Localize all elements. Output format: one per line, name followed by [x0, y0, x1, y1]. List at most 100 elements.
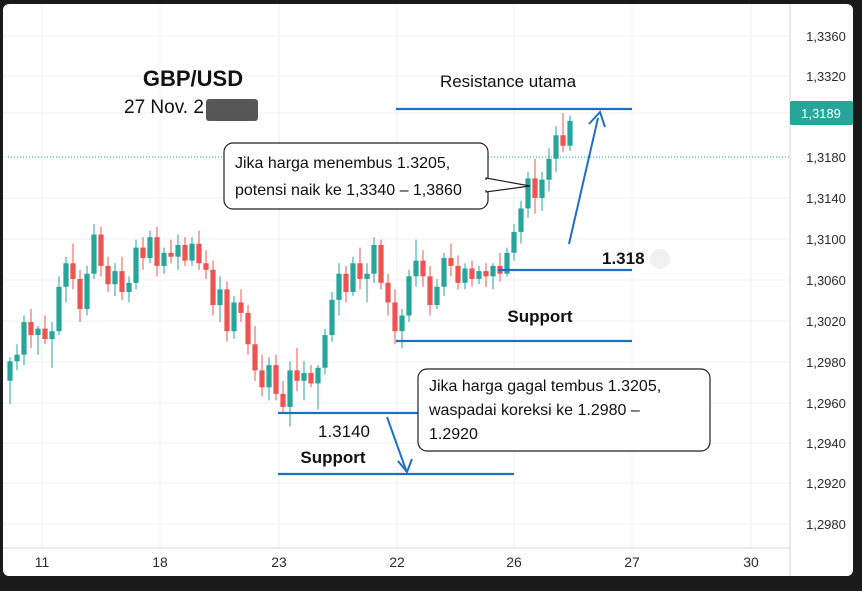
candle-body: [189, 243, 195, 261]
bear-arrow: [386, 416, 407, 471]
candle-body: [280, 393, 286, 407]
candle-body: [483, 271, 489, 277]
candle-body: [385, 282, 391, 303]
candle-body: [21, 322, 27, 355]
candle-body: [133, 247, 139, 283]
bull-arrow: [568, 117, 599, 245]
support-label-1: Support: [507, 307, 572, 326]
candle-body: [91, 234, 97, 274]
bull-annotation-line-1: Jika harga menembus 1.3205,: [235, 155, 450, 172]
candle-body: [567, 120, 573, 146]
candle-body: [105, 265, 111, 285]
candle-body: [266, 365, 272, 388]
candle-body: [56, 286, 62, 332]
candle-body: [63, 263, 69, 287]
candle-body: [84, 273, 90, 309]
x-tick-label: 30: [743, 554, 759, 570]
candle-body: [427, 276, 433, 306]
candle-body: [294, 370, 300, 381]
x-tick-label: 23: [271, 554, 287, 570]
candle-body: [455, 265, 461, 283]
x-tick-label: 18: [152, 554, 168, 570]
candle-body: [224, 289, 230, 332]
date-label: 27 Nov. 2: [124, 97, 204, 118]
level-label-1: 1.318: [602, 249, 645, 268]
y-tick-label: 1,2980: [806, 517, 846, 532]
candle-body: [70, 263, 76, 279]
y-tick-label: 1,3060: [806, 273, 846, 288]
candle-body: [238, 302, 244, 313]
candle-body: [560, 135, 566, 146]
candle-body: [196, 243, 202, 264]
current-price-value: 1,3189: [801, 106, 841, 121]
level-label-2: 1.3140: [318, 422, 370, 441]
candle-body: [336, 273, 342, 300]
support-label-2: Support: [300, 448, 365, 467]
y-tick-label: 1,2980: [806, 355, 846, 370]
candle-body: [7, 361, 13, 381]
candle-body: [252, 344, 258, 371]
bull-arrow-head: [588, 110, 606, 128]
bear-annotation-box: [417, 368, 711, 452]
grid: [3, 4, 790, 548]
candle-body: [448, 258, 454, 266]
y-tick-label: 1,3100: [806, 232, 846, 247]
y-tick-label: 1,2940: [806, 436, 846, 451]
chart-title: GBP/USD: [143, 66, 243, 91]
candle-body: [203, 263, 209, 270]
candle-body: [539, 179, 545, 198]
bull-annotation-box: [223, 142, 489, 210]
candle-body: [525, 178, 531, 209]
candle-body: [350, 263, 356, 292]
candle-body: [406, 276, 412, 316]
candle-body: [476, 271, 482, 279]
candle-body: [119, 271, 125, 292]
time-axis: 11 18 23 22 26 27 30: [35, 554, 759, 570]
y-tick-label: 1,3020: [806, 314, 846, 329]
candle-body: [462, 268, 468, 283]
resistance-label: Resistance utama: [440, 72, 577, 91]
candle-body: [28, 322, 34, 336]
redaction-blur: [206, 99, 258, 121]
candle-body: [168, 252, 174, 257]
bear-annotation-line-3: 1.2920: [429, 426, 478, 443]
candle-body: [441, 258, 447, 287]
level-label-blur: [650, 249, 670, 269]
candle-body: [532, 178, 538, 198]
candle-body: [511, 231, 517, 253]
candle-body: [112, 271, 118, 285]
bear-arrow-head: [397, 458, 413, 474]
candle-body: [315, 367, 321, 384]
candle-body: [308, 372, 314, 384]
candle-body: [322, 335, 328, 368]
candle-body: [434, 286, 440, 306]
candle-body: [420, 260, 426, 277]
x-tick-label: 11: [35, 554, 50, 570]
candle-body: [35, 328, 41, 336]
y-tick-label: 1,2920: [806, 476, 846, 491]
x-tick-label: 27: [624, 554, 640, 570]
candle-body: [140, 247, 146, 259]
candle-body: [182, 244, 188, 261]
candle-body: [399, 315, 405, 332]
candle-body: [357, 263, 363, 279]
candle-body: [518, 208, 524, 232]
y-tick-label: 1,3320: [806, 69, 846, 84]
price-axis: 1,3360 1,3320 1,3180 1,3140 1,3100 1,3060 1,30…: [806, 29, 846, 532]
candle-body: [231, 302, 237, 332]
candle-body: [273, 365, 279, 394]
candle-body: [469, 268, 475, 279]
candle-body: [217, 289, 223, 306]
candle-body: [49, 331, 55, 340]
candle-body: [378, 244, 384, 283]
candle-body: [287, 370, 293, 407]
x-tick-label: 26: [506, 554, 522, 570]
candle-body: [343, 273, 349, 292]
current-price-tag: [790, 101, 853, 125]
candle-body: [553, 135, 559, 159]
candle-body: [329, 299, 335, 336]
candle-body: [98, 234, 104, 266]
candle-body: [42, 328, 48, 340]
